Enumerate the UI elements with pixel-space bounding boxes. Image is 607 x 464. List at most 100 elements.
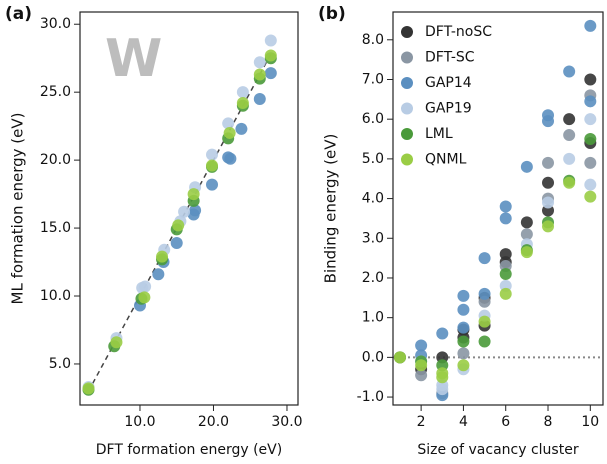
y-tick-label: 15.0	[40, 220, 71, 236]
point	[542, 156, 555, 169]
point	[206, 148, 219, 161]
y-tick-label: 1.0	[362, 310, 384, 326]
x-axis-label: DFT formation energy (eV)	[96, 442, 282, 458]
x-tick-label: 20.0	[198, 414, 229, 430]
point	[415, 369, 428, 382]
x-tick-label: 10	[581, 414, 599, 430]
point	[478, 315, 491, 328]
x-tick-label: 4	[459, 414, 468, 430]
point	[393, 351, 406, 364]
point	[436, 383, 449, 396]
point	[542, 115, 555, 128]
legend-label: GAP14	[425, 75, 472, 91]
point	[584, 133, 597, 146]
y-tick-label: -1.0	[357, 389, 384, 405]
legend-label: DFT-noSC	[425, 24, 492, 40]
y-tick-label: 8.0	[362, 32, 384, 48]
point	[206, 159, 219, 172]
legend-label: LML	[425, 126, 453, 142]
point	[478, 335, 491, 348]
point	[584, 156, 597, 169]
legend-label: GAP19	[425, 101, 472, 117]
y-tick-label: 5.0	[362, 151, 384, 167]
legend-marker	[401, 128, 413, 140]
y-tick-label: 25.0	[40, 84, 71, 100]
point	[542, 196, 555, 209]
point	[499, 268, 512, 280]
y-tick-label: 20.0	[40, 152, 71, 168]
y-tick-label: 6.0	[362, 111, 384, 127]
point	[223, 126, 236, 139]
point	[520, 246, 533, 259]
point	[457, 359, 470, 372]
point	[236, 97, 249, 110]
point	[584, 19, 597, 32]
point	[563, 65, 576, 78]
legend-marker	[401, 77, 413, 89]
point	[172, 219, 185, 232]
x-tick-label: 30.0	[271, 414, 302, 430]
point	[457, 303, 470, 316]
annotation: W	[105, 29, 162, 89]
point	[584, 190, 597, 203]
point	[189, 204, 202, 217]
point	[436, 371, 449, 384]
point	[235, 122, 248, 135]
legend-marker	[401, 102, 413, 115]
x-tick-label: 6	[501, 414, 510, 430]
point	[457, 335, 470, 348]
legend-marker	[401, 153, 413, 166]
point	[138, 291, 151, 304]
point	[206, 178, 219, 191]
point	[584, 178, 597, 191]
point	[187, 188, 200, 201]
point	[584, 113, 597, 126]
legend-marker	[401, 26, 413, 38]
point	[520, 216, 533, 229]
panel-label: (a)	[5, 4, 32, 24]
point	[152, 268, 165, 281]
point	[457, 321, 470, 334]
point	[499, 287, 512, 300]
x-axis-label: Size of vacancy cluster	[417, 442, 578, 458]
y-tick-label: 5.0	[49, 356, 71, 372]
y-tick-label: 3.0	[362, 230, 384, 246]
point	[236, 86, 249, 99]
point	[82, 382, 95, 395]
y-axis-label: ML formation energy (eV)	[9, 113, 27, 305]
point	[415, 339, 428, 352]
point	[110, 336, 123, 349]
point	[520, 160, 533, 173]
point	[415, 359, 428, 372]
y-tick-label: 10.0	[40, 288, 71, 304]
point	[178, 205, 191, 218]
y-tick-label: 4.0	[362, 191, 384, 207]
point	[563, 129, 576, 142]
legend-label: QNML	[425, 152, 467, 168]
point	[478, 287, 491, 300]
point	[520, 228, 533, 241]
point	[563, 113, 576, 126]
point	[253, 56, 266, 69]
point	[563, 152, 576, 165]
y-tick-label: 2.0	[362, 270, 384, 286]
panel-label: (b)	[318, 4, 346, 24]
plot-frame	[79, 11, 299, 406]
point	[563, 176, 576, 189]
point	[436, 327, 449, 340]
point	[253, 68, 266, 81]
point	[264, 34, 277, 47]
point	[499, 200, 512, 213]
point	[156, 250, 169, 263]
point	[170, 237, 183, 250]
point	[542, 176, 555, 189]
point	[499, 212, 512, 225]
point	[224, 152, 237, 165]
legend-label: DFT-SC	[425, 50, 475, 66]
x-tick-label: 10.0	[124, 414, 155, 430]
point	[542, 220, 555, 233]
x-tick-label: 2	[417, 414, 426, 430]
point	[584, 95, 597, 108]
